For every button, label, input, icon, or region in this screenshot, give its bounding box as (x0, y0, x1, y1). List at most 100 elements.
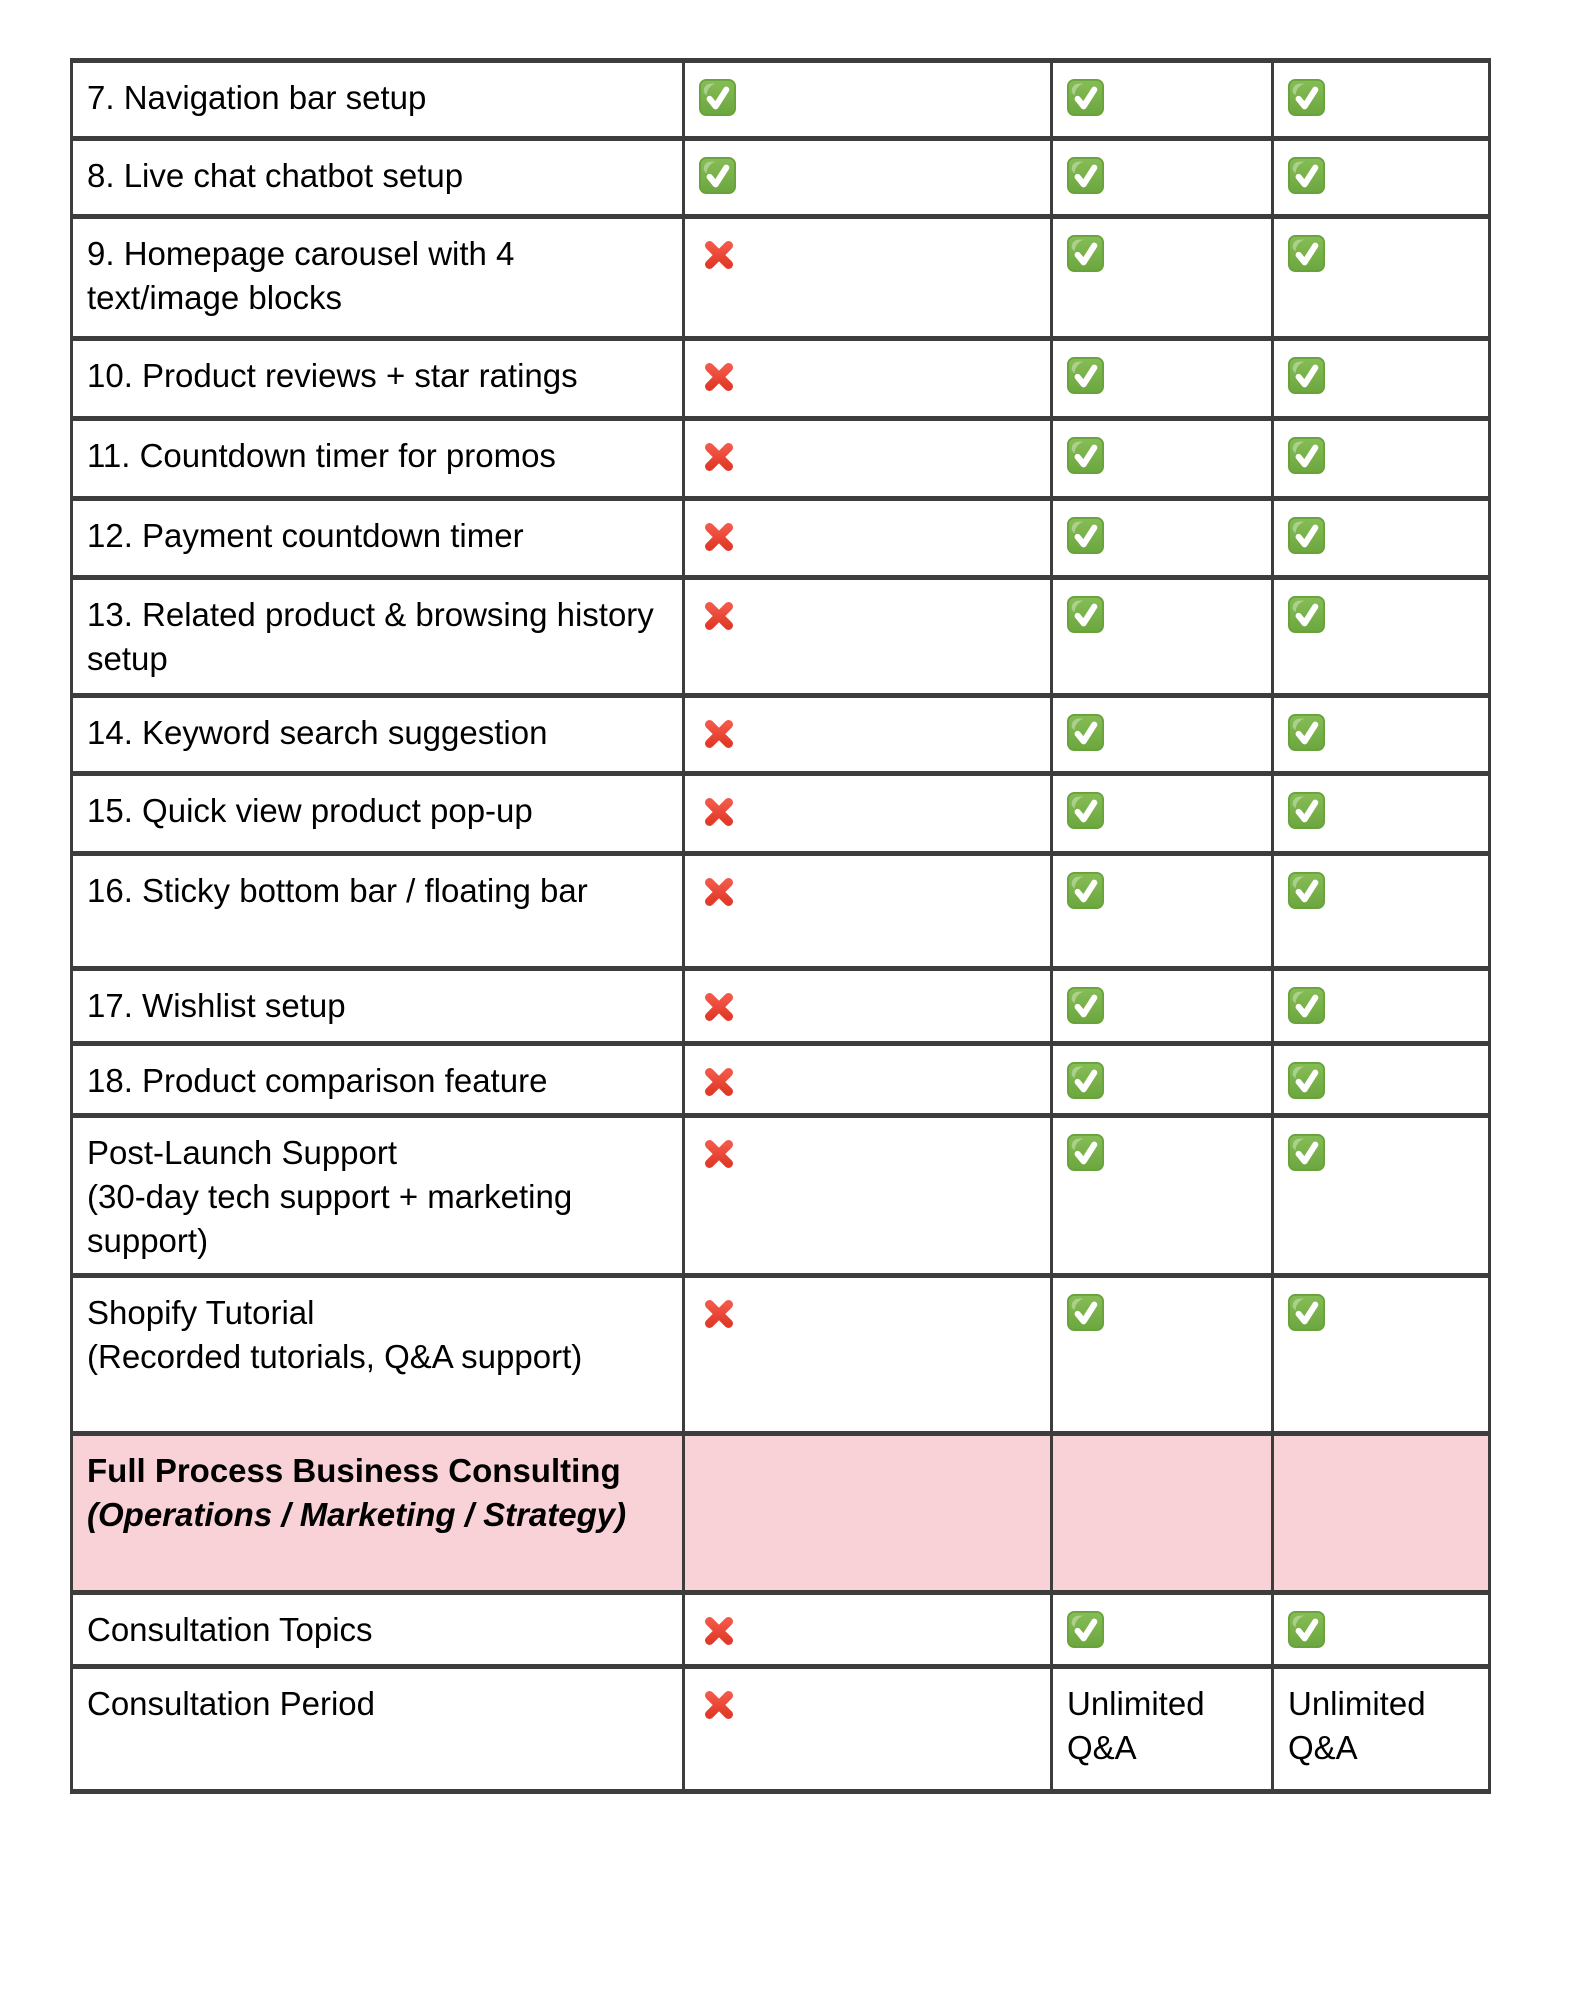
status-cell (1050, 58, 1274, 141)
status-cell (1271, 1431, 1491, 1595)
check-icon (1067, 1611, 1104, 1648)
status-cell (682, 771, 1053, 856)
feature-label-line: Full Process Business Consulting (87, 1452, 621, 1489)
status-cell (1271, 1273, 1491, 1436)
table-row-post-launch-support: Post-Launch Support (30-day tech support … (70, 1113, 1491, 1278)
feature-label-cell: 15. Quick view product pop-up (70, 771, 685, 856)
check-icon (1067, 1134, 1104, 1171)
check-icon (1067, 357, 1104, 394)
feature-label-line: (30-day tech support + marketing (87, 1178, 573, 1215)
status-cell (1271, 496, 1491, 580)
check-icon (1067, 1062, 1104, 1099)
table-row-homepage-carousel: 9. Homepage carousel with 4 text/image bl… (70, 214, 1491, 341)
status-cell (1050, 214, 1274, 341)
status-cell (1050, 1041, 1274, 1118)
feature-label-cell: 9. Homepage carousel with 4 text/image bl… (70, 214, 685, 341)
status-cell (682, 1590, 1053, 1669)
status-cell: Unlimited Q&A (1050, 1664, 1274, 1794)
check-icon (1288, 714, 1325, 751)
cross-icon (705, 720, 733, 748)
cross-icon (705, 993, 733, 1021)
cross-icon (705, 798, 733, 826)
check-icon (1288, 596, 1325, 633)
status-cell (1271, 58, 1491, 141)
feature-label-cell: Full Process Business Consulting (Operati… (70, 1431, 685, 1595)
status-cell (682, 851, 1053, 971)
status-cell (682, 136, 1053, 219)
table-row-navigation-bar-setup: 7. Navigation bar setup (70, 58, 1491, 141)
status-cell (1050, 136, 1274, 219)
feature-label-line: Post-Launch Support (87, 1134, 398, 1171)
status-cell (1050, 416, 1274, 501)
status-cell (1271, 1113, 1491, 1278)
feature-label-cell: 12. Payment countdown timer (70, 496, 685, 580)
check-icon (1288, 872, 1325, 909)
feature-label-cell: Post-Launch Support (30-day tech support … (70, 1113, 685, 1278)
table-row-consultation-period: Consultation Period Unlimited Q&A Unlimite… (70, 1664, 1491, 1794)
status-cell (1050, 336, 1274, 421)
feature-label-line: 15. Quick view product pop-up (87, 792, 533, 829)
table-row-full-process-business-consulting: Full Process Business Consulting (Operati… (70, 1431, 1491, 1595)
status-cell (682, 214, 1053, 341)
feature-label-cell: 8. Live chat chatbot setup (70, 136, 685, 219)
status-cell (1271, 1590, 1491, 1669)
cross-icon (705, 1691, 733, 1719)
feature-label-cell: Consultation Period (70, 1664, 685, 1794)
feature-label-cell: 18. Product comparison feature (70, 1041, 685, 1118)
status-cell (1050, 496, 1274, 580)
status-cell (682, 1113, 1053, 1278)
status-cell (682, 693, 1053, 776)
status-cell: Unlimited Q&A (1271, 1664, 1491, 1794)
check-icon (1288, 157, 1325, 194)
cross-icon (705, 1140, 733, 1168)
check-icon (1067, 157, 1104, 194)
status-cell (1271, 1041, 1491, 1118)
comparison-table-body: 7. Navigation bar setup 8. Live chat chat… (70, 58, 1491, 1794)
cross-icon (705, 443, 733, 471)
feature-label-line: (Operations / Marketing / Strategy) (87, 1496, 627, 1533)
feature-label-line: text/image blocks (87, 279, 342, 316)
feature-label-cell: Consultation Topics (70, 1590, 685, 1669)
status-cell (1050, 1113, 1274, 1278)
feature-label-line: setup (87, 640, 168, 677)
check-icon (1288, 437, 1325, 474)
check-icon (1288, 1134, 1325, 1171)
check-icon (1288, 79, 1325, 116)
feature-label-line: 8. Live chat chatbot setup (87, 157, 464, 194)
check-icon (1067, 79, 1104, 116)
feature-label-line: 10. Product reviews + star ratings (87, 357, 578, 394)
status-cell (682, 1041, 1053, 1118)
status-cell (1271, 966, 1491, 1046)
table-row-wishlist-setup: 17. Wishlist setup (70, 966, 1491, 1046)
check-icon (1067, 987, 1104, 1024)
feature-label-line: 18. Product comparison feature (87, 1062, 548, 1099)
feature-label-cell: 16. Sticky bottom bar / floating bar (70, 851, 685, 971)
status-cell (1271, 575, 1491, 698)
feature-label-line: 16. Sticky bottom bar / floating bar (87, 872, 588, 909)
feature-label-line: Consultation Topics (87, 1611, 373, 1648)
status-cell (1271, 416, 1491, 501)
feature-label-cell: 14. Keyword search suggestion (70, 693, 685, 776)
status-cell (1271, 336, 1491, 421)
table-row-product-comparison-feature: 18. Product comparison feature (70, 1041, 1491, 1118)
check-icon (1288, 1611, 1325, 1648)
status-cell (1050, 575, 1274, 698)
feature-label-line: 13. Related product & browsing history (87, 596, 654, 633)
check-icon (1288, 987, 1325, 1024)
status-cell (1050, 851, 1274, 971)
check-icon (1288, 235, 1325, 272)
table-row-countdown-timer-promos: 11. Countdown timer for promos (70, 416, 1491, 501)
status-text: Unlimited Q&A (1288, 1685, 1426, 1766)
cross-icon (705, 878, 733, 906)
feature-label-line: 7. Navigation bar setup (87, 79, 427, 116)
cross-icon (705, 602, 733, 630)
check-icon (1067, 596, 1104, 633)
feature-label-cell: Shopify Tutorial (Recorded tutorials, Q&A… (70, 1273, 685, 1436)
status-cell (1050, 1273, 1274, 1436)
cross-icon (705, 1300, 733, 1328)
status-cell (682, 496, 1053, 580)
status-cell (682, 1273, 1053, 1436)
check-icon (1288, 517, 1325, 554)
feature-label-line: support) (87, 1222, 209, 1259)
check-icon (1067, 437, 1104, 474)
